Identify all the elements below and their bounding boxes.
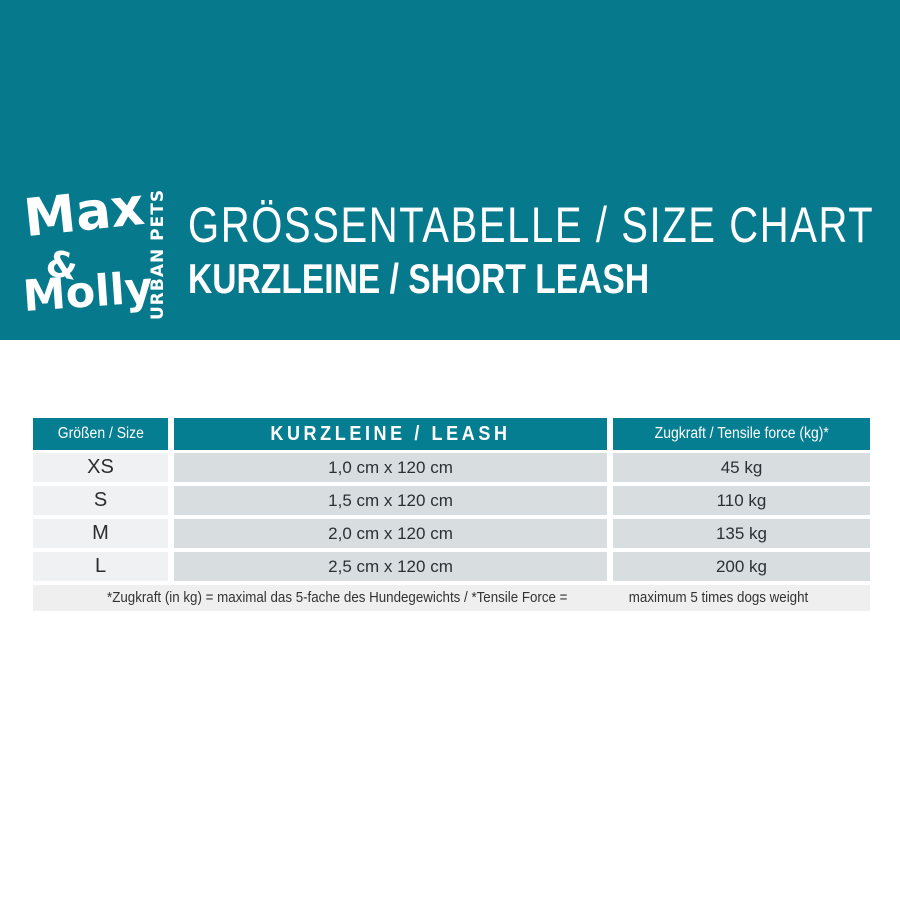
table-row-l: L 2,5 cm x 120 cm 200 kg <box>33 552 870 581</box>
column-header-force-label: Zugkraft / Tensile force (kg)* <box>654 425 829 442</box>
column-header-leash: KURZLEINE / LEASH <box>174 418 607 450</box>
logo-tagline: URBAN PETS <box>148 189 168 320</box>
column-header-size-label: Größen / Size <box>57 425 144 442</box>
size-cell: M <box>33 519 168 548</box>
table-row-xs: XS 1,0 cm x 120 cm 45 kg <box>33 453 870 482</box>
leash-dimension-cell: 2,0 cm x 120 cm <box>174 519 607 548</box>
size-chart-table: Größen / Size KURZLEINE / LEASH Zugkraft… <box>33 418 870 611</box>
brand-banner: Max & Molly URBAN PETS GRÖSSENTABELLE / … <box>0 0 900 340</box>
column-header-size: Größen / Size <box>33 418 168 450</box>
leash-dimension-cell: 1,0 cm x 120 cm <box>174 453 607 482</box>
banner-title-row: GRÖSSENTABELLE / SIZE CHART <box>188 200 900 250</box>
footnote-german: *Zugkraft (in kg) = maximal das 5-fache … <box>106 590 568 606</box>
column-header-leash-label: KURZLEINE / LEASH <box>270 422 511 445</box>
logo-text-max: Max <box>21 177 147 249</box>
footnote-english: maximum 5 times dogs weight <box>629 590 809 606</box>
table-footnote: *Zugkraft (in kg) = maximal das 5-fache … <box>33 585 870 611</box>
tensile-force-cell: 200 kg <box>613 552 870 581</box>
column-header-force: Zugkraft / Tensile force (kg)* <box>613 418 870 450</box>
size-cell: L <box>33 552 168 581</box>
table-row-s: S 1,5 cm x 120 cm 110 kg <box>33 486 870 515</box>
logo-ampersand: & <box>43 243 81 289</box>
leash-dimension-cell: 2,5 cm x 120 cm <box>174 552 607 581</box>
tensile-force-cell: 135 kg <box>613 519 870 548</box>
size-cell: S <box>33 486 168 515</box>
page-subtitle: KURZLEINE / SHORT LEASH <box>188 255 650 302</box>
leash-dimension-cell: 1,5 cm x 120 cm <box>174 486 607 515</box>
table-header-row: Größen / Size KURZLEINE / LEASH Zugkraft… <box>33 418 870 450</box>
page-title: GRÖSSENTABELLE / SIZE CHART <box>188 197 875 253</box>
tensile-force-cell: 110 kg <box>613 486 870 515</box>
size-cell: XS <box>33 453 168 482</box>
logo-text-molly: Molly <box>21 263 154 322</box>
brand-logo: Max & Molly URBAN PETS <box>21 177 168 322</box>
banner-subtitle-row: KURZLEINE / SHORT LEASH <box>188 258 764 300</box>
table-row-m: M 2,0 cm x 120 cm 135 kg <box>33 519 870 548</box>
tensile-force-cell: 45 kg <box>613 453 870 482</box>
